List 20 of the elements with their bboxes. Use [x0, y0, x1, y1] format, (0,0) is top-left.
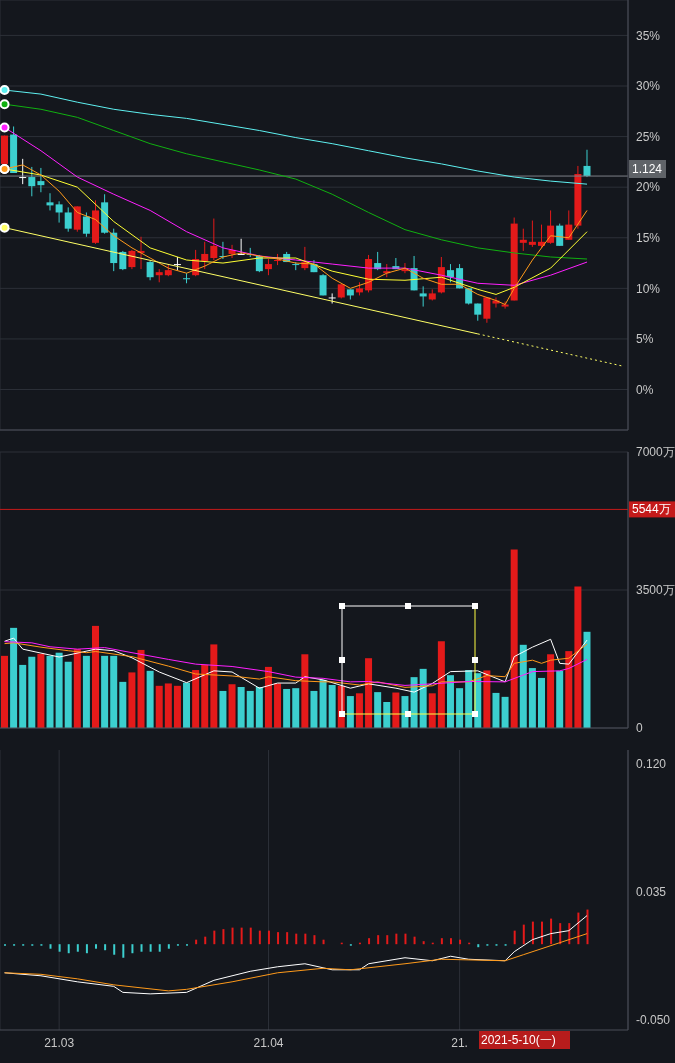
y-tick-label: 10% — [636, 281, 661, 296]
y-tick-label: 35% — [636, 28, 661, 43]
ref-line-label: 5544万 — [632, 502, 671, 517]
y-tick-label: 25% — [636, 129, 661, 144]
text: 1.124 — [629, 160, 667, 178]
x-tick-label: 21.03 — [44, 1035, 75, 1050]
text: 2021-5-10(一) — [479, 1031, 570, 1049]
x-tick-label: 21. — [451, 1035, 468, 1050]
y-tick-label: 0.120 — [636, 756, 667, 771]
x-tick-label: 21.04 — [253, 1035, 284, 1050]
y-tick-label: -0.050 — [636, 1012, 671, 1027]
y-tick-label: 5% — [636, 332, 654, 347]
y-tick-label: 15% — [636, 231, 661, 246]
y-tick-label: 0 — [636, 721, 643, 736]
y-tick-label: 0.035 — [636, 884, 667, 899]
y-tick-label: 3500万 — [636, 583, 675, 598]
y-tick-label: 7000万 — [636, 445, 675, 460]
y-tick-label: 30% — [636, 79, 661, 94]
y-tick-label: 20% — [636, 180, 661, 195]
y-tick-label: 0% — [636, 382, 654, 397]
